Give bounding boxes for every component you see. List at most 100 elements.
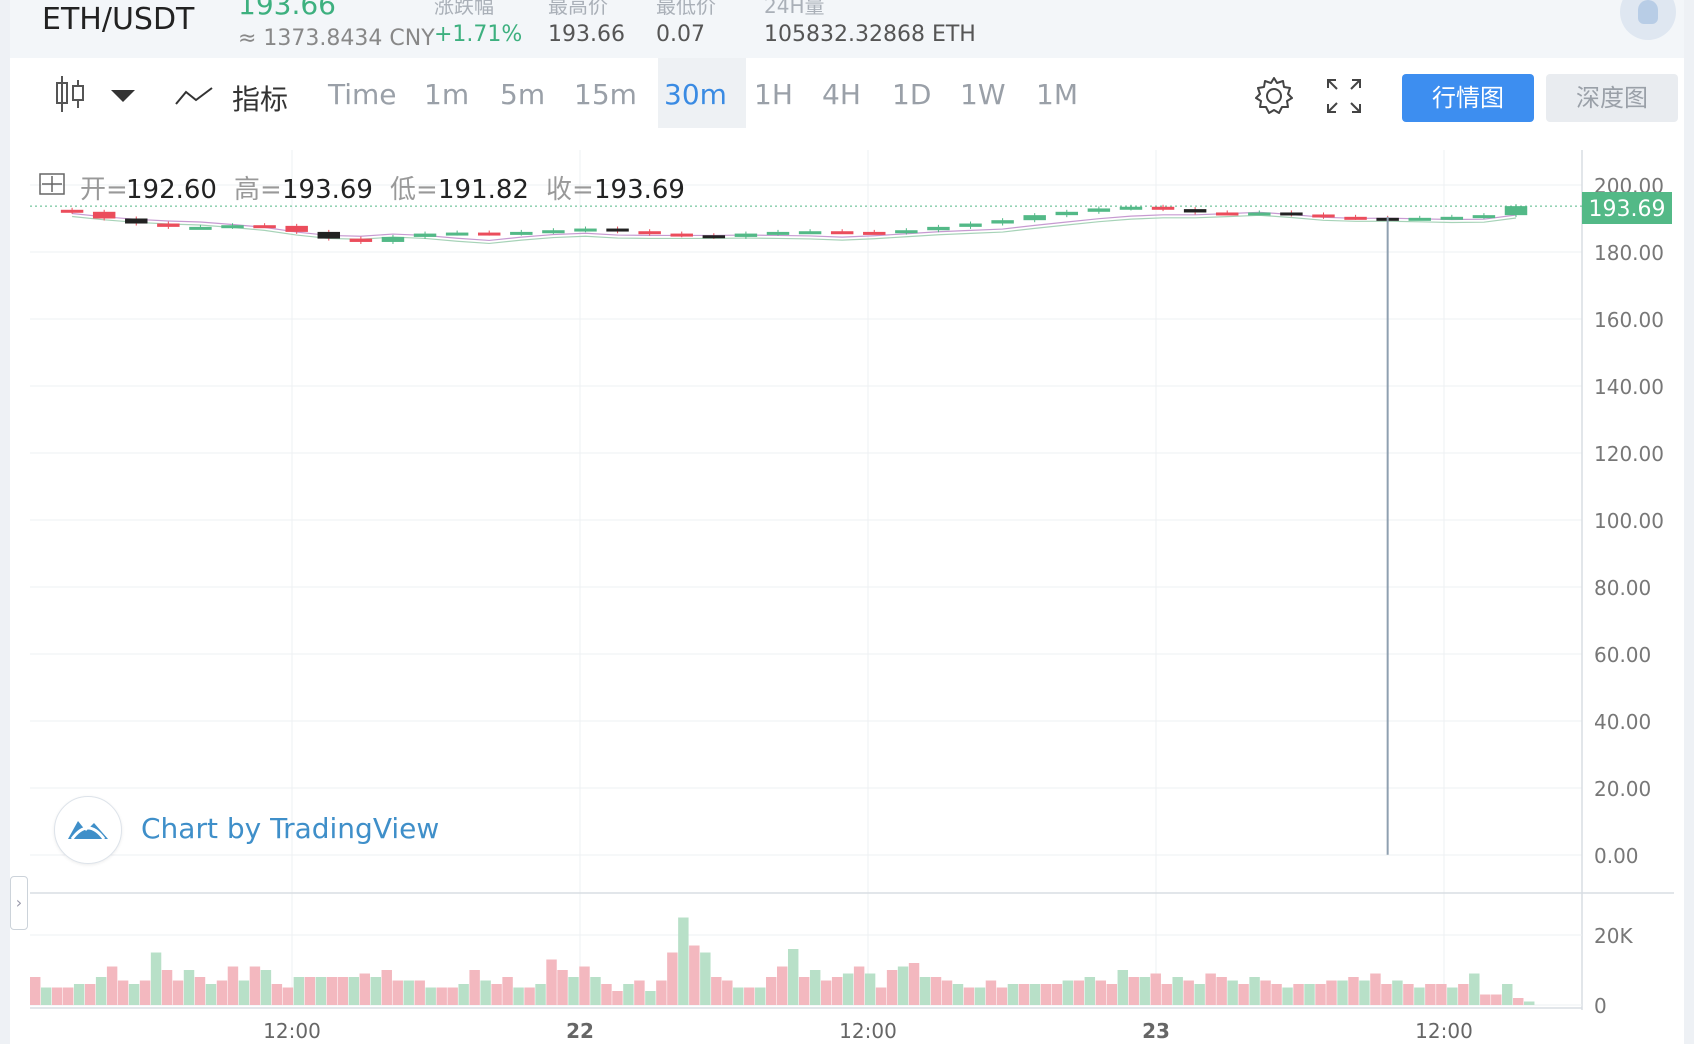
gear-icon[interactable] (1252, 74, 1296, 122)
interval-30m[interactable]: 30m (664, 78, 727, 111)
candle-body (349, 238, 373, 242)
volume-bar (1073, 980, 1085, 1005)
volume-bar (304, 977, 316, 1005)
interval-1d[interactable]: 1D (892, 78, 932, 111)
candle-body (445, 232, 469, 236)
volume-bar (820, 980, 832, 1005)
candle-body (606, 228, 629, 232)
right-gutter (1684, 0, 1694, 1044)
candle-body (1472, 215, 1496, 219)
volume-bar (1315, 984, 1326, 1005)
candle-body (895, 230, 918, 234)
interval-time[interactable]: Time (328, 78, 397, 111)
y-tick-label: 180.00 (1594, 241, 1664, 265)
candle-body (574, 228, 597, 232)
volume-bar (381, 970, 392, 1005)
volume-bar (963, 987, 975, 1005)
y-tick-label: 120.00 (1594, 442, 1664, 466)
volume-bar (337, 977, 349, 1005)
candle-body (1408, 217, 1431, 221)
volume-bar (392, 980, 403, 1005)
volume-bar (897, 966, 909, 1005)
volume-bar (689, 945, 700, 1005)
volume-bar (51, 987, 63, 1005)
volume-bar (30, 977, 41, 1005)
volume-bar (919, 977, 931, 1005)
candle-body (413, 233, 437, 237)
tradingview-attribution[interactable]: Chart by TradingView (141, 812, 440, 845)
volume-bar (73, 984, 85, 1005)
volume-bar (326, 977, 338, 1005)
volume-bar (260, 970, 272, 1005)
volume-tick-label: 20K (1594, 924, 1633, 948)
volume-bar (787, 949, 799, 1005)
volume-bar (1095, 980, 1107, 1005)
volume-bar (831, 977, 843, 1005)
volume-bar (535, 984, 546, 1005)
interval-1mo[interactable]: 1M (1036, 78, 1078, 111)
interval-1m[interactable]: 1m (424, 78, 470, 111)
y-tick-label: 60.00 (1594, 643, 1651, 667)
ohlc-legend: 开= 192.60 高= 193.69 低= 191.82 收= 193.69 (39, 173, 685, 205)
candlestick-type-icon[interactable] (54, 74, 86, 118)
volume-bar (886, 970, 898, 1005)
x-tick-label: 23 (1142, 1019, 1170, 1043)
volume-bar (1447, 987, 1458, 1005)
volume-bar (1161, 984, 1172, 1005)
interval-4h[interactable]: 4H (822, 78, 861, 111)
volume-bar (469, 970, 480, 1005)
volume-bar (282, 987, 294, 1005)
volume-bar (249, 966, 261, 1005)
volume-bar (40, 987, 52, 1005)
candle-body (1183, 209, 1207, 213)
volume-bar (678, 917, 689, 1005)
volume-bar (84, 984, 96, 1005)
tradingview-logo[interactable] (54, 796, 122, 864)
volume-bar (62, 987, 74, 1005)
collapse-panel-button[interactable]: › (10, 876, 28, 930)
interval-15m[interactable]: 15m (574, 78, 637, 111)
volume-bar (1007, 984, 1019, 1005)
candle-body (221, 225, 244, 229)
volume-bar (414, 980, 425, 1005)
volume-bar (864, 973, 876, 1005)
volume-bar (205, 984, 217, 1005)
stat-value-low: 0.07 (656, 22, 705, 47)
volume-bar (1260, 980, 1271, 1005)
volume-bar (1271, 984, 1282, 1005)
last-price: 193.66 (238, 0, 336, 21)
interval-1h[interactable]: 1H (754, 78, 793, 111)
tradingview-logo-icon (68, 821, 108, 840)
volume-bar (930, 977, 942, 1005)
volume-bar (447, 987, 458, 1005)
volume-bar (645, 991, 656, 1005)
candle-body (959, 223, 982, 227)
interval-1w[interactable]: 1W (960, 78, 1006, 111)
volume-bar (271, 984, 283, 1005)
lightbulb-icon[interactable] (1620, 0, 1676, 40)
chevron-down-icon[interactable] (110, 88, 136, 107)
y-tick-label: 80.00 (1594, 576, 1651, 600)
candle-body (1344, 216, 1367, 220)
volume-bar (755, 987, 766, 1005)
volume-axis-ticks: 20K 0 (1594, 924, 1633, 1018)
candle-body (317, 231, 341, 239)
candle-body (92, 211, 116, 219)
volume-bar (524, 987, 535, 1005)
volume-bar (150, 952, 162, 1005)
x-tick-label: 12:00 (263, 1019, 321, 1043)
volume-bar (1084, 977, 1096, 1005)
legend-close-value: 193.69 (594, 175, 685, 205)
interval-5m[interactable]: 5m (500, 78, 546, 111)
indicator-button[interactable]: 指标 (232, 83, 289, 116)
volume-bar (238, 980, 250, 1005)
volume-bar (974, 987, 986, 1005)
legend-toggle-icon[interactable] (39, 173, 65, 195)
depth-chart-button[interactable]: 深度图 (1546, 74, 1678, 122)
active-interval-highlight (658, 58, 746, 128)
fullscreen-icon[interactable] (1324, 76, 1364, 120)
indicator-icon[interactable] (174, 84, 214, 112)
market-chart-button[interactable]: 行情图 (1402, 74, 1534, 122)
price-chart[interactable]: 12:00 22 12:00 23 12:00 200.00180.00160.0014… (0, 130, 1694, 1044)
volume-bar (842, 973, 854, 1005)
